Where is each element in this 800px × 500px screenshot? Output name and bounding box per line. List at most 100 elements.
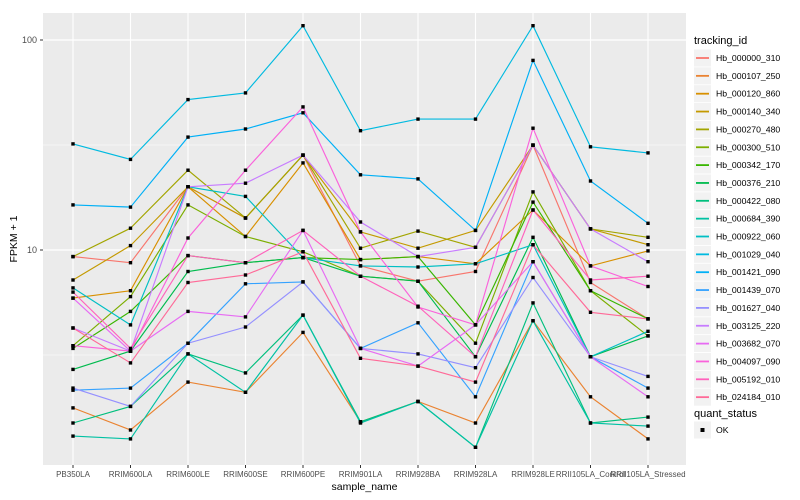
data-point	[301, 111, 305, 115]
legend-label: Hb_001421_090	[716, 267, 780, 277]
data-point	[71, 254, 75, 259]
data-point	[646, 329, 650, 333]
data-point	[186, 97, 190, 102]
x-axis-title: sample_name	[332, 481, 398, 493]
data-point	[646, 334, 650, 338]
data-point	[128, 309, 133, 314]
data-point	[588, 264, 593, 268]
data-point	[473, 228, 478, 233]
legend-label: Hb_005192_010	[716, 374, 780, 384]
legend-title-tracking-id: tracking_id	[694, 35, 747, 47]
data-point	[243, 216, 248, 220]
legend-label: Hb_000376_210	[716, 178, 780, 188]
data-point	[358, 220, 363, 224]
data-point	[128, 289, 133, 293]
data-point	[243, 91, 248, 95]
data-point	[531, 126, 535, 130]
data-point	[301, 313, 305, 317]
data-point	[186, 203, 190, 207]
data-point	[531, 143, 535, 147]
data-point	[646, 437, 650, 441]
data-point	[128, 226, 133, 230]
data-point	[128, 361, 133, 365]
data-point	[243, 127, 248, 131]
data-point	[473, 445, 478, 449]
data-point	[71, 203, 75, 207]
data-point	[71, 434, 75, 438]
x-tick-label: RRIM928BA	[396, 470, 441, 479]
data-point	[243, 168, 248, 172]
data-point	[646, 374, 650, 379]
legend-title-quant-status: quant_status	[694, 408, 757, 420]
data-point	[531, 58, 535, 63]
data-point	[531, 319, 535, 323]
data-point	[71, 142, 75, 146]
data-point	[301, 280, 305, 284]
x-tick-label: RRIM600LE	[166, 470, 210, 479]
legend-label: OK	[716, 425, 729, 435]
data-point	[358, 257, 363, 262]
data-point	[71, 367, 75, 372]
data-point	[301, 250, 305, 254]
data-point	[243, 315, 248, 319]
data-point	[531, 275, 535, 280]
data-point	[473, 421, 478, 425]
data-point	[243, 371, 248, 375]
data-point	[531, 200, 535, 204]
data-point	[243, 181, 248, 185]
data-point	[416, 117, 420, 121]
data-point	[358, 346, 363, 351]
data-point	[301, 228, 305, 233]
data-point	[531, 260, 535, 264]
data-point	[71, 344, 75, 348]
data-point	[646, 249, 650, 253]
data-point	[186, 341, 190, 345]
data-point	[186, 253, 190, 258]
data-point	[646, 386, 650, 390]
data-point	[186, 168, 190, 172]
data-point	[301, 24, 305, 28]
data-point	[473, 366, 478, 370]
data-point	[71, 278, 75, 282]
data-point	[301, 161, 305, 165]
data-point	[531, 301, 535, 305]
data-point	[646, 424, 650, 428]
data-point	[186, 380, 190, 384]
data-point	[588, 355, 593, 359]
data-point	[416, 279, 420, 283]
data-point	[646, 274, 650, 278]
data-point	[531, 243, 535, 247]
legend-label: Hb_001627_040	[716, 303, 780, 313]
data-point	[531, 235, 535, 239]
data-point	[646, 317, 650, 321]
data-point	[473, 395, 478, 399]
data-point	[646, 415, 650, 419]
data-point	[473, 380, 478, 384]
data-point	[358, 129, 363, 133]
data-point	[473, 269, 478, 274]
data-point	[358, 246, 363, 250]
data-point	[473, 117, 478, 121]
x-tick-label: RRIM600PE	[281, 470, 325, 479]
data-point	[588, 421, 593, 425]
data-point	[243, 194, 248, 199]
data-point	[71, 296, 75, 300]
data-point	[646, 395, 650, 399]
data-point	[71, 290, 75, 294]
y-tick-label: 10	[27, 245, 37, 255]
legend-label: Hb_000120_860	[716, 89, 780, 99]
data-point	[301, 255, 305, 260]
data-point	[128, 404, 133, 409]
x-tick-label: RRIM928LA	[454, 470, 498, 479]
data-point	[128, 349, 133, 353]
legend-label: Hb_000684_390	[716, 214, 780, 224]
data-point	[71, 346, 75, 351]
legend-label: Hb_004097_090	[716, 356, 780, 366]
y-tick-label: 100	[22, 35, 37, 45]
data-point	[243, 273, 248, 277]
data-point	[416, 352, 420, 356]
data-point	[301, 105, 305, 109]
data-point	[588, 395, 593, 399]
data-point	[416, 254, 420, 259]
